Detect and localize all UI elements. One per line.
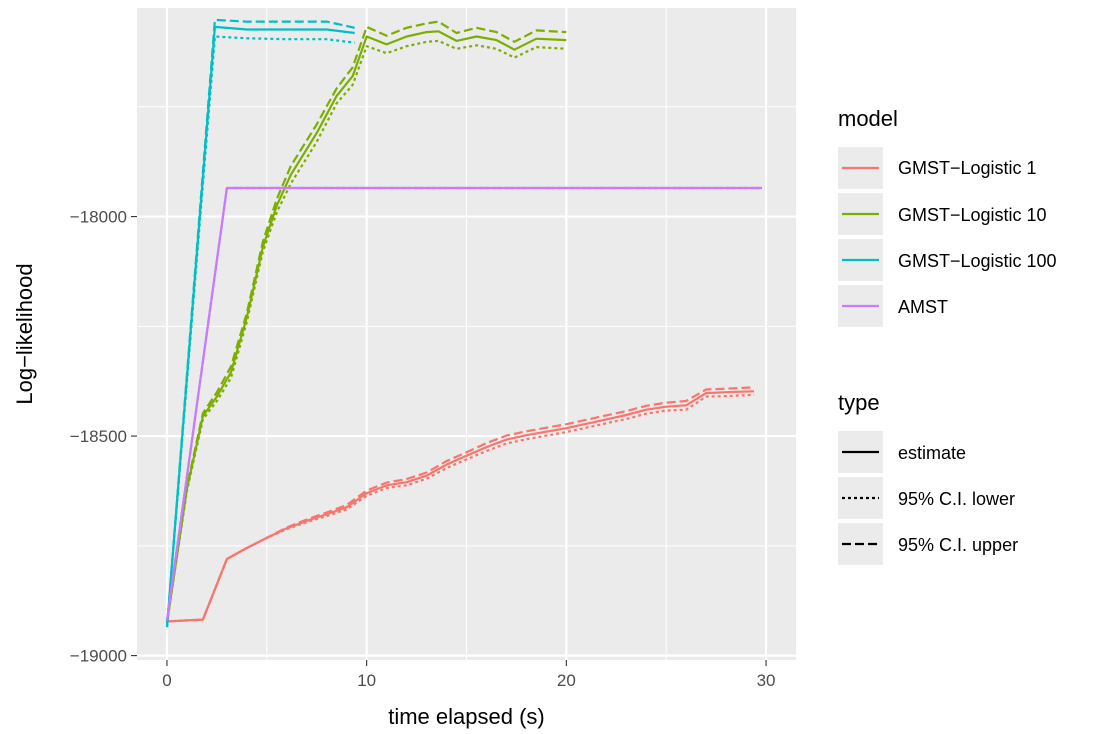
legend-model-label-2: GMST−Logistic 10 — [898, 205, 1047, 225]
x-axis-title: time elapsed (s) — [388, 704, 545, 729]
legend-model-label-1: GMST−Logistic 1 — [898, 158, 1037, 178]
legend-model-label-4: AMST — [898, 297, 948, 317]
y-axis: −19000 −18500 −18000 — [70, 208, 137, 666]
series-line-4-estimate — [165, 186, 763, 621]
legend-model-keys — [838, 147, 883, 327]
y-tick-label: −19000 — [70, 647, 127, 666]
x-axis: 0 10 20 30 — [162, 660, 776, 690]
y-tick-label: −18000 — [70, 208, 127, 227]
y-axis-title: Log−likelihood — [12, 263, 37, 404]
x-tick-label: 10 — [357, 671, 376, 690]
y-tick-label: −18500 — [70, 427, 127, 446]
series-line-2-upper — [165, 20, 567, 623]
legend-model-label-3: GMST−Logistic 100 — [898, 251, 1057, 271]
legend-type-label-3: 95% C.I. upper — [898, 535, 1018, 555]
x-tick-label: 0 — [162, 671, 171, 690]
legend-type-title: type — [838, 390, 880, 415]
series-line-2-estimate — [165, 30, 567, 623]
grid-major — [137, 8, 796, 660]
data-lines — [165, 18, 763, 628]
x-tick-label: 20 — [557, 671, 576, 690]
series-line-1-estimate — [166, 390, 755, 623]
legend-type: type estimate 95% C.I. lower 95% C.I. up… — [838, 390, 1018, 565]
legend-model: model GMST−Logistic 1 GMST−Logistic 10 G… — [838, 106, 1057, 327]
legend-model-title: model — [838, 106, 898, 131]
x-tick-label: 30 — [757, 671, 776, 690]
series-line-1-lower — [166, 393, 755, 623]
legend-type-label-2: 95% C.I. lower — [898, 489, 1015, 509]
grid-minor — [137, 8, 796, 660]
legend-type-keys — [838, 431, 883, 565]
legend-type-label-1: estimate — [898, 443, 966, 463]
series-line-2-lower — [165, 39, 567, 623]
series-line-3-estimate — [165, 25, 355, 628]
